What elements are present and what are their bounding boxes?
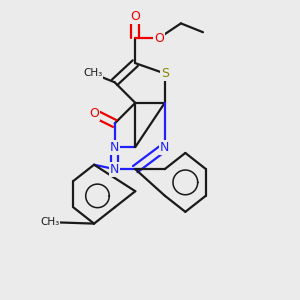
Text: O: O: [154, 32, 164, 45]
Text: O: O: [130, 10, 140, 22]
Text: N: N: [110, 141, 119, 154]
Text: O: O: [89, 107, 99, 120]
Text: N: N: [110, 163, 119, 176]
Text: N: N: [160, 141, 169, 154]
Text: CH₃: CH₃: [40, 217, 59, 227]
Text: CH₃: CH₃: [83, 68, 102, 78]
Text: S: S: [161, 67, 169, 80]
